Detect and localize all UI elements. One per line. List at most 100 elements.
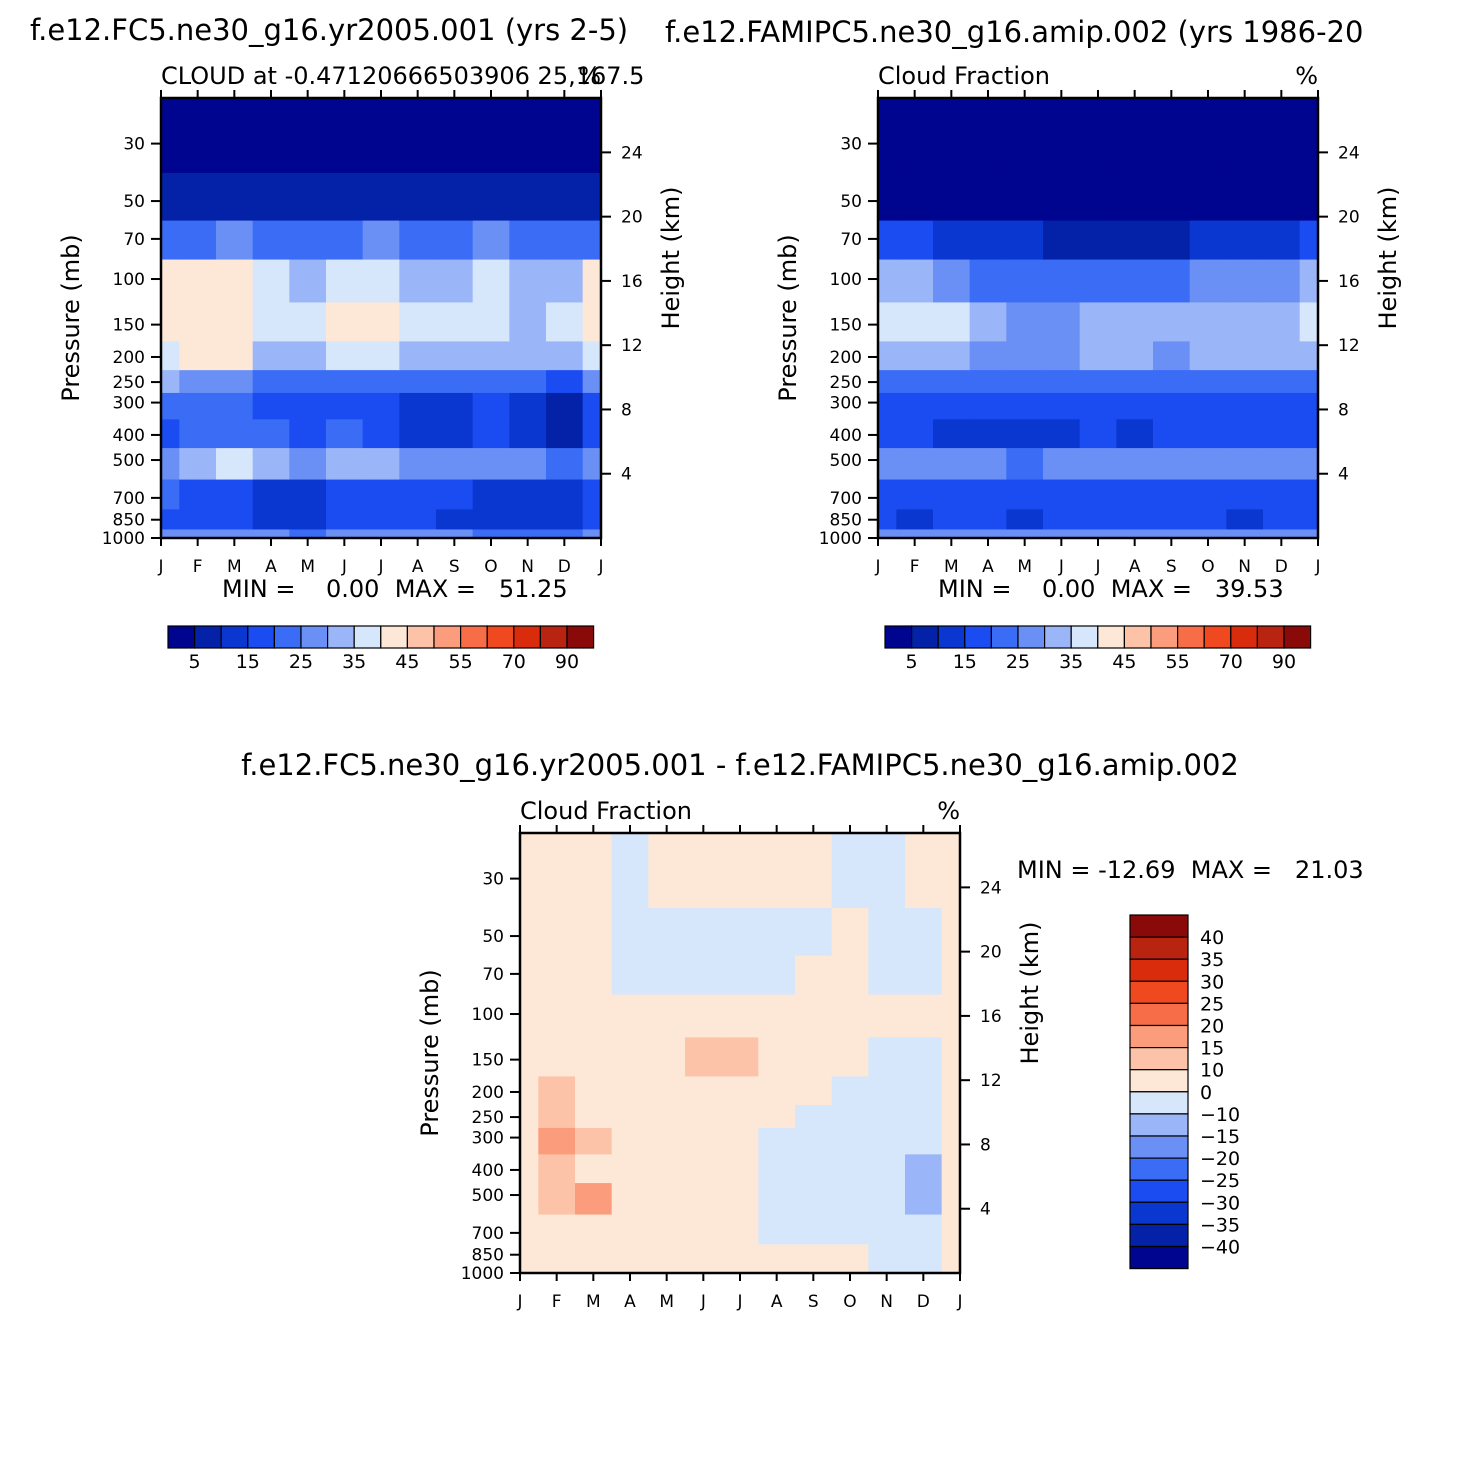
heat-cell: [399, 120, 437, 173]
heat-cell: [1263, 98, 1301, 122]
heat-cell: [868, 1036, 906, 1077]
heat-cell: [896, 219, 934, 260]
heat-cell: [1116, 340, 1154, 371]
heat-cell: [252, 219, 290, 260]
heat-cell: [1006, 301, 1044, 342]
heat-cell: [831, 855, 869, 908]
heat-cell: [520, 1075, 539, 1106]
heat-cell: [1263, 392, 1301, 420]
y-tick-label: 700: [113, 489, 145, 509]
heat-cell: [216, 258, 254, 303]
legend-swatch: [380, 625, 408, 649]
heat-cell: [941, 1127, 960, 1155]
x-tick-label: S: [449, 557, 460, 577]
legend-swatch: [1283, 625, 1312, 649]
panel1-minmax: MIN = 0.00 MAX = 51.25: [222, 575, 568, 603]
heat-cell: [1153, 369, 1191, 393]
heat-cell: [969, 369, 1007, 393]
heat-cell: [941, 855, 960, 908]
heat-cell: [685, 1182, 723, 1215]
heat-cell: [868, 907, 906, 956]
heat-cell: [896, 478, 934, 510]
heat-cell: [509, 258, 547, 303]
heat-cell: [1263, 528, 1301, 538]
heat-cell: [941, 954, 960, 995]
heat-cell: [538, 1075, 576, 1106]
heat-cell: [436, 369, 474, 393]
heat-cell: [509, 301, 547, 342]
y-tick-label: 300: [830, 394, 862, 414]
heat-cell: [1299, 120, 1318, 173]
panel2-title-left: Cloud Fraction: [878, 62, 1050, 90]
heat-cell: [685, 907, 723, 956]
heat-cell: [878, 392, 897, 420]
heat-cell: [969, 418, 1007, 449]
heat-cell: [941, 1263, 960, 1273]
heat-cell: [179, 98, 217, 122]
heat-cell: [289, 418, 327, 449]
heat-cell: [472, 528, 510, 538]
heat-cell: [1226, 258, 1264, 303]
heat-cell: [575, 833, 613, 857]
heat-cell: [648, 954, 686, 995]
heat-cell: [685, 1243, 723, 1265]
heat-cell: [326, 528, 364, 538]
x-tick-label: M: [227, 557, 242, 577]
heat-cell: [1263, 219, 1301, 260]
heat-cell: [795, 1104, 833, 1128]
heat-cell: [399, 340, 437, 371]
y-tick-label: 400: [472, 1161, 504, 1181]
heat-cell: [721, 1153, 759, 1184]
x-tick-label: J: [377, 557, 383, 577]
heat-cell: [648, 1075, 686, 1106]
x-tick-label: M: [1017, 557, 1032, 577]
heat-cell: [1153, 392, 1191, 420]
heat-cell: [831, 993, 869, 1038]
heat-cell: [289, 478, 327, 510]
heat-cell: [1153, 258, 1191, 303]
heat-cell: [1079, 120, 1117, 173]
heat-cell: [941, 1182, 960, 1215]
y-tick-label: 30: [840, 135, 862, 155]
heat-cell: [1116, 528, 1154, 538]
heat-cell: [575, 855, 613, 908]
heat-cell: [905, 1153, 943, 1184]
heat-cell: [1226, 508, 1264, 530]
legend-label: 70: [502, 651, 526, 673]
heat-cell: [1263, 120, 1301, 173]
heat-cell: [436, 98, 474, 122]
x-tick-label: O: [843, 1292, 856, 1312]
heat-cell: [472, 301, 510, 342]
legend-swatch: [513, 625, 541, 649]
heat-cell: [1226, 369, 1264, 393]
heat-cell: [538, 1153, 576, 1184]
heat-cell: [1226, 478, 1264, 510]
x-tick-label: A: [412, 557, 424, 577]
y-tick-label: 500: [113, 451, 145, 471]
heat-cell: [538, 1243, 576, 1265]
heat-cell: [648, 1213, 686, 1245]
heat-cell: [216, 528, 254, 538]
heat-cell: [721, 1075, 759, 1106]
heat-cell: [1006, 369, 1044, 393]
y-tick-label: 50: [482, 927, 504, 947]
heat-cell: [538, 1182, 576, 1215]
heat-cell: [1116, 120, 1154, 173]
heat-cell: [179, 258, 217, 303]
legend-swatch: [1070, 625, 1099, 649]
legend-swatch: [1097, 625, 1126, 649]
heat-cell: [1153, 508, 1191, 530]
heat-cell: [538, 1213, 576, 1245]
heat-cell: [546, 120, 584, 173]
heat-cell: [1006, 478, 1044, 510]
x-tick-label: F: [910, 557, 920, 577]
heat-cell: [546, 258, 584, 303]
panel2-minmax: MIN = 0.00 MAX = 39.53: [938, 575, 1284, 603]
heat-cell: [1226, 120, 1264, 173]
heat-cell: [648, 1036, 686, 1077]
heat-cell: [831, 954, 869, 995]
heat-cell: [436, 392, 474, 420]
heat-cell: [868, 1075, 906, 1106]
heat-cell: [1299, 418, 1318, 449]
heat-cell: [721, 954, 759, 995]
